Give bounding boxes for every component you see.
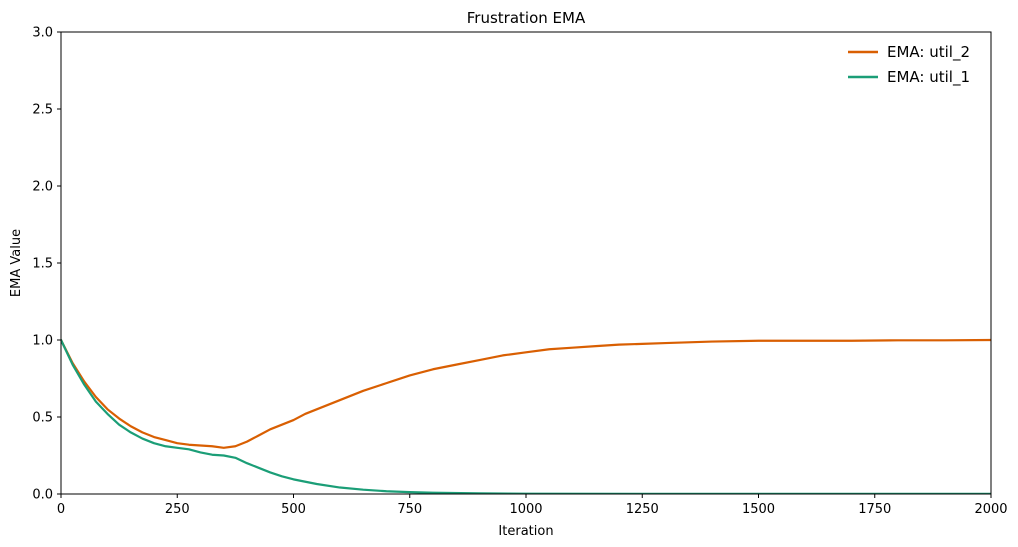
y-tick-label: 0.0 (32, 488, 53, 503)
y-tick-label: 0.5 (32, 411, 53, 426)
x-tick-label: 1250 (626, 502, 659, 517)
x-tick-label: 2000 (974, 502, 1007, 517)
series-line-util-1 (61, 338, 991, 494)
y-axis-label: EMA Value (9, 229, 24, 297)
x-tick-label: 1750 (858, 502, 891, 517)
y-tick-label: 1.0 (32, 334, 53, 349)
x-tick-label: 250 (165, 502, 190, 517)
legend-label: EMA: util_1 (887, 68, 970, 87)
x-axis-label: Iteration (498, 524, 553, 539)
plot-area (61, 338, 991, 494)
x-tick-label: 1000 (509, 502, 542, 517)
y-tick-label: 3.0 (32, 26, 53, 41)
legend: EMA: util_2 EMA: util_1 (848, 43, 970, 87)
x-tick-label: 750 (397, 502, 422, 517)
y-tick-label: 2.5 (32, 103, 53, 118)
series-line-util-2 (61, 338, 991, 449)
x-tick-label: 500 (281, 502, 306, 517)
y-tick-label: 1.5 (32, 257, 53, 272)
x-tick-label: 1500 (742, 502, 775, 517)
axes-frame (60, 31, 992, 495)
x-tick-label: 0 (57, 502, 65, 517)
chart-title: Frustration EMA (467, 9, 586, 27)
axes: 0 250 500 750 1000 1250 1500 1750 2000 0.0 0.5 1.0 1… (32, 26, 1007, 518)
legend-label: EMA: util_2 (887, 43, 970, 62)
y-tick-label: 2.0 (32, 180, 53, 195)
